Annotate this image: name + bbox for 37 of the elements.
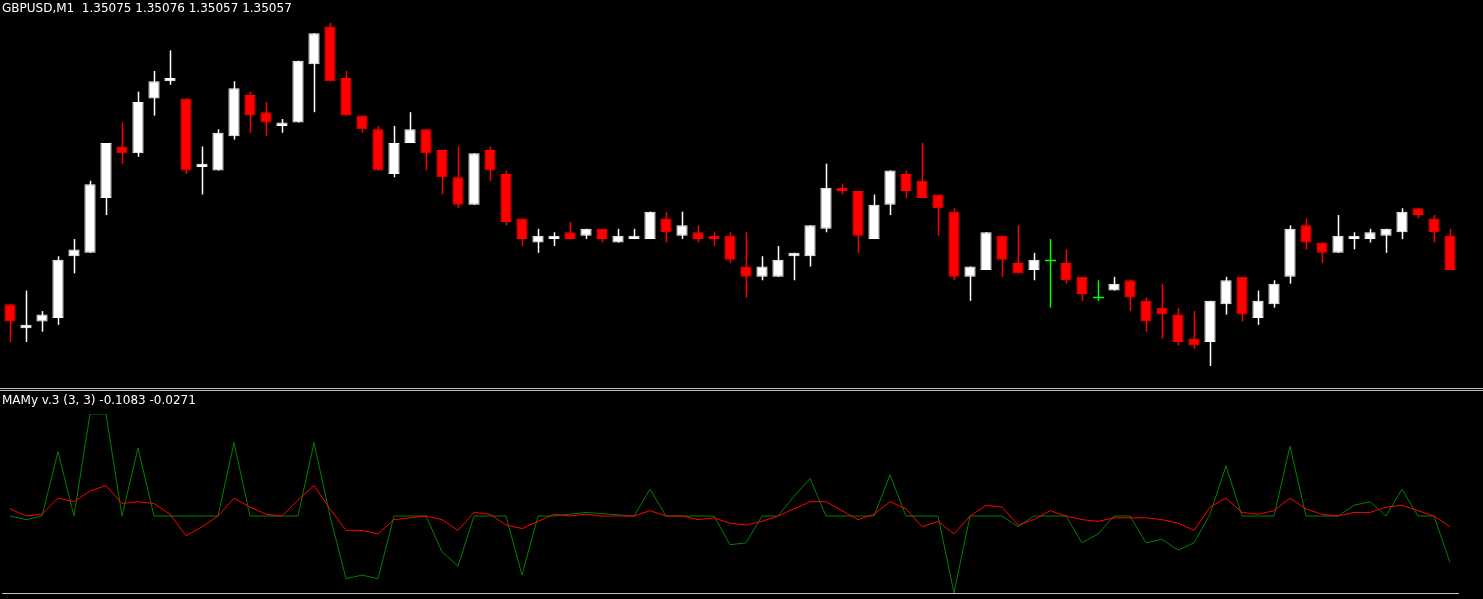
candlestick	[1140, 296, 1152, 333]
candlestick	[1124, 279, 1136, 312]
candlestick	[772, 245, 784, 278]
candlestick	[1300, 217, 1312, 251]
chart-title: GBPUSD,M1 1.35075 1.35076 1.35057 1.35057	[2, 1, 292, 16]
candlestick	[1332, 214, 1344, 254]
candlestick	[1268, 279, 1280, 309]
candlestick	[260, 101, 272, 137]
candlestick	[676, 210, 688, 240]
candlestick	[1012, 224, 1024, 275]
candlestick	[1396, 207, 1408, 240]
candlestick	[148, 70, 160, 117]
candlestick	[932, 193, 944, 237]
candlestick	[404, 111, 416, 144]
candlestick	[116, 121, 128, 165]
candlestick	[916, 142, 928, 199]
candlestick	[532, 228, 544, 254]
candlestick	[724, 231, 736, 264]
candlestick	[1220, 276, 1232, 316]
chart-title: MAMy v.3 (3, 3) -0.1083 -0.0271	[2, 393, 196, 408]
candlestick	[68, 238, 80, 275]
candlestick	[244, 90, 256, 134]
candlestick	[1428, 214, 1440, 244]
candlestick	[484, 145, 496, 182]
candlestick	[1252, 289, 1264, 326]
candlestick	[1028, 252, 1040, 281]
candlestick	[1380, 228, 1392, 254]
candlestick	[996, 234, 1008, 278]
candlestick	[4, 303, 16, 343]
candlestick	[516, 217, 528, 247]
candlestick	[964, 265, 976, 302]
candlestick	[1156, 282, 1168, 340]
candlestick	[756, 255, 768, 281]
candlestick	[1060, 248, 1072, 285]
candlestick	[740, 231, 752, 299]
candlestick	[660, 210, 672, 244]
candlestick	[420, 128, 432, 172]
